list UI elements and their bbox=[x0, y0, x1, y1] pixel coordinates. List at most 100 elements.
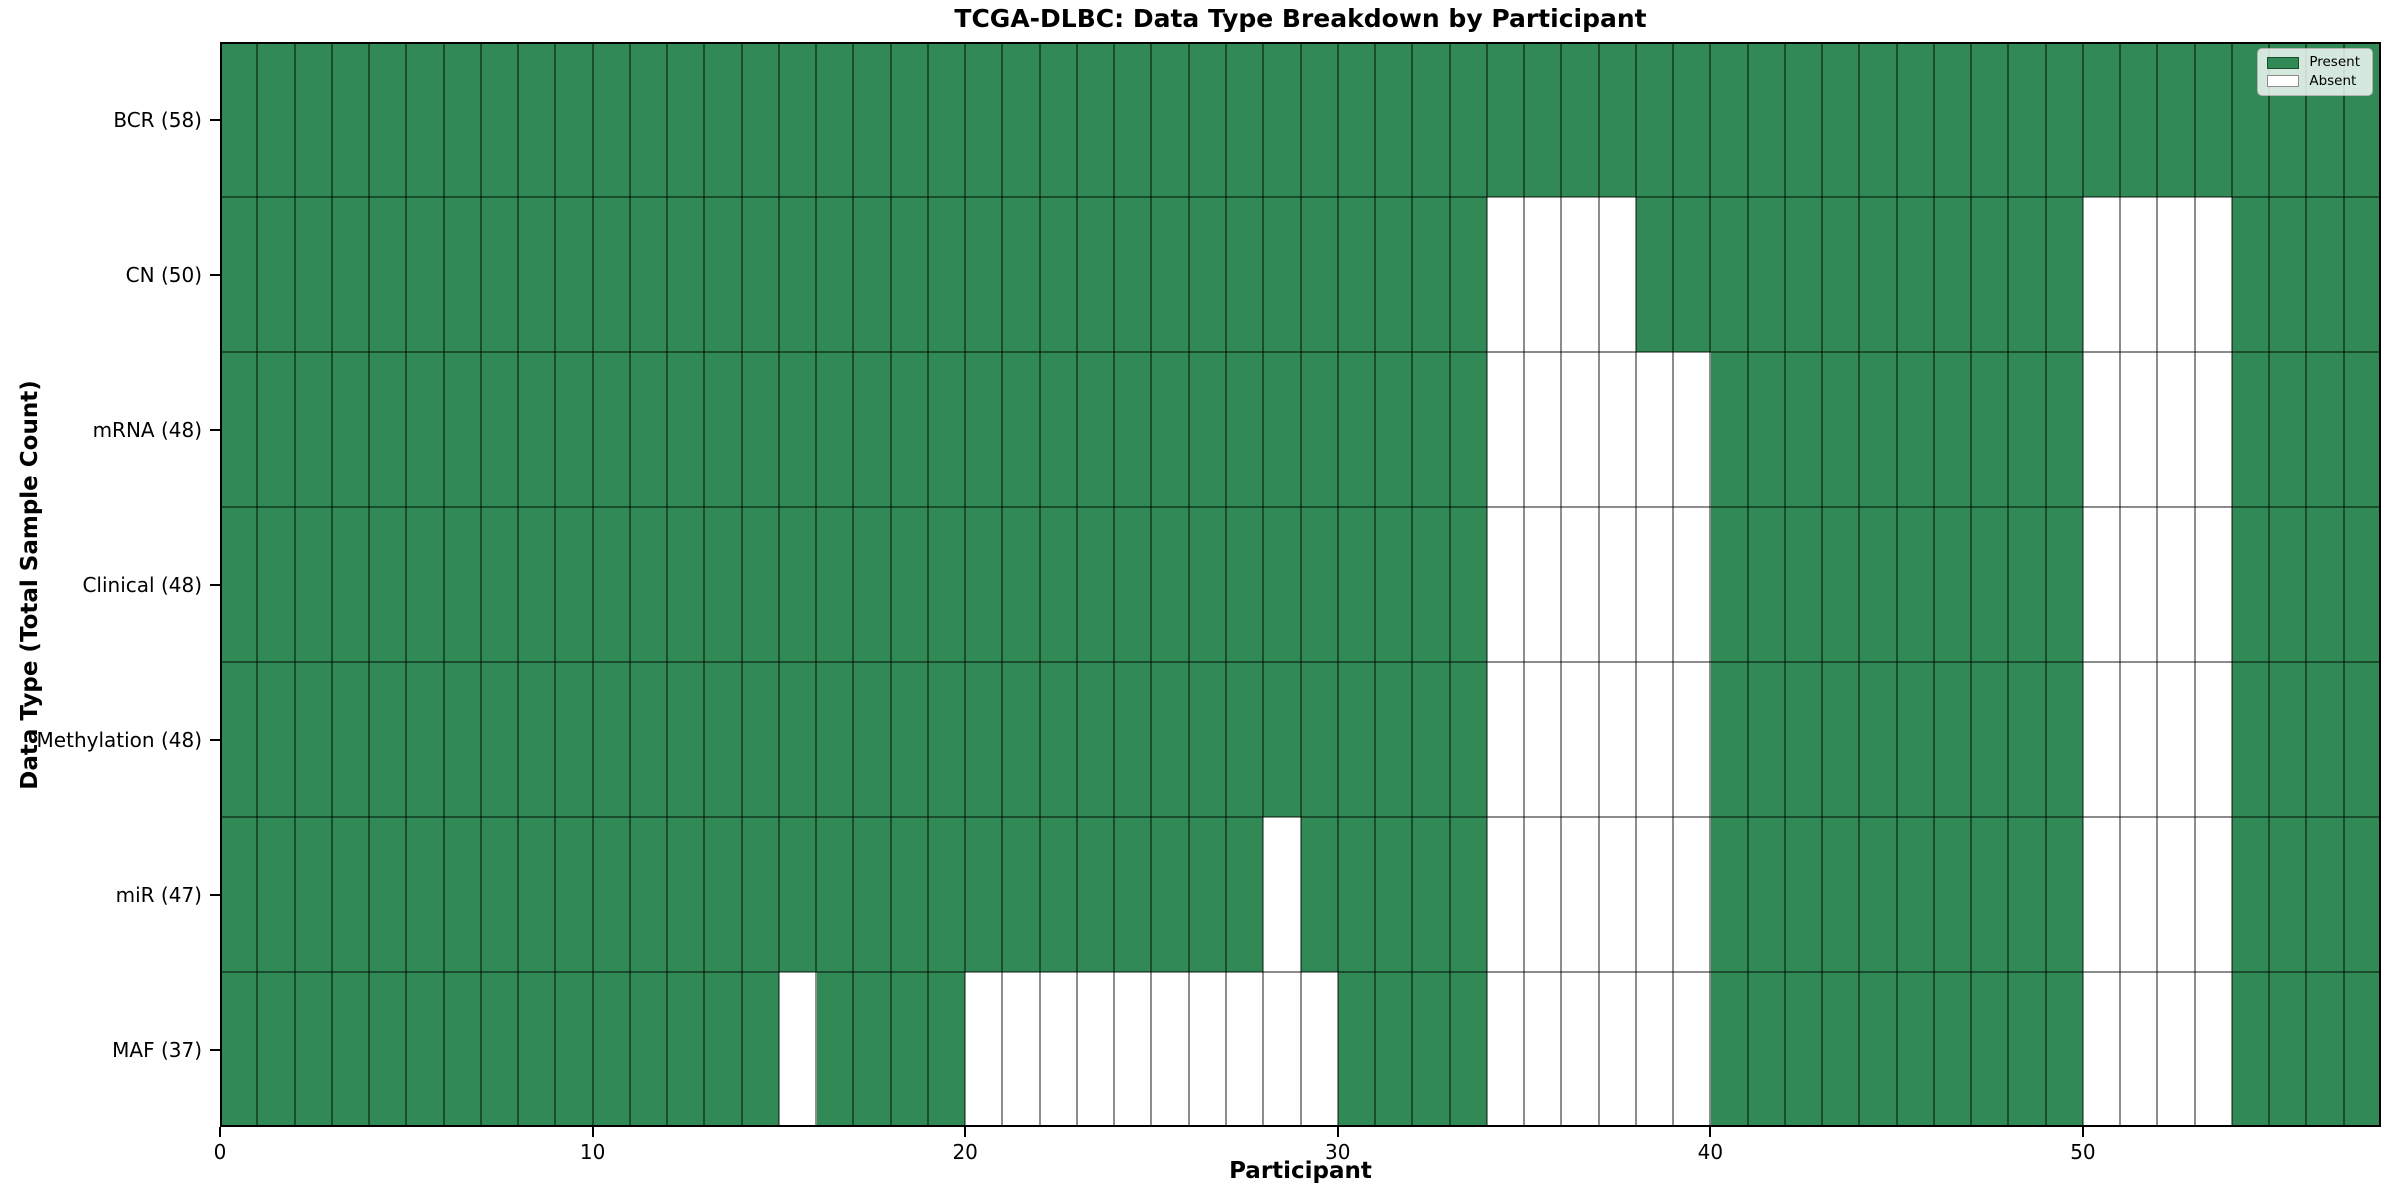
cell-absent-mRNA-p39 bbox=[1673, 352, 1711, 508]
cell-absent-CN-p51 bbox=[2120, 197, 2158, 353]
cell-absent-mRNA-p35 bbox=[1524, 352, 1562, 508]
grid-vline bbox=[1932, 42, 1935, 1127]
y-tick-mark bbox=[210, 428, 220, 431]
legend-swatch-present bbox=[2267, 56, 2300, 69]
y-tick-label-MAF: MAF (37) bbox=[112, 1037, 202, 1062]
grid-vline bbox=[1224, 42, 1227, 1127]
grid-vline bbox=[1858, 42, 1861, 1127]
grid-vline bbox=[2119, 42, 2122, 1127]
grid-hline bbox=[220, 661, 2381, 663]
y-tick-mark bbox=[210, 118, 220, 121]
cell-absent-Methylation-p52 bbox=[2157, 662, 2196, 818]
grid-hline bbox=[220, 816, 2381, 818]
cell-absent-mRNA-p52 bbox=[2157, 352, 2196, 508]
grid-vline bbox=[1672, 42, 1675, 1127]
cell-absent-miR-p36 bbox=[1561, 817, 1600, 973]
y-tick-label-CN: CN (50) bbox=[125, 262, 202, 287]
cell-absent-miR-p51 bbox=[2120, 817, 2158, 973]
cell-absent-CN-p36 bbox=[1561, 197, 1600, 353]
cell-absent-MAF-p25 bbox=[1151, 972, 1190, 1128]
cell-absent-miR-p37 bbox=[1598, 817, 1637, 973]
cell-absent-mRNA-p50 bbox=[2082, 352, 2121, 508]
grid-vline bbox=[740, 42, 743, 1127]
grid-vline bbox=[1746, 42, 1749, 1127]
cell-absent-MAF-p36 bbox=[1561, 972, 1600, 1128]
grid-hline bbox=[220, 506, 2381, 508]
x-tick-label: 40 bbox=[1697, 1140, 1724, 1164]
cell-absent-miR-p34 bbox=[1486, 817, 1525, 973]
grid-vline bbox=[1895, 42, 1898, 1127]
cell-absent-MAF-p22 bbox=[1039, 972, 1078, 1128]
cell-absent-Methylation-p39 bbox=[1673, 662, 1711, 818]
cell-absent-Clinical-p52 bbox=[2157, 507, 2196, 663]
grid-vline bbox=[1783, 42, 1786, 1127]
cell-absent-Clinical-p39 bbox=[1673, 507, 1711, 663]
grid-vline bbox=[517, 42, 520, 1127]
cell-absent-Clinical-p34 bbox=[1486, 507, 1525, 663]
grid-vline bbox=[889, 42, 892, 1127]
y-tick-label-BCR: BCR (58) bbox=[113, 107, 202, 132]
cell-absent-MAF-p52 bbox=[2157, 972, 2196, 1128]
cell-absent-Clinical-p35 bbox=[1524, 507, 1562, 663]
legend-item-absent: Absent bbox=[2267, 72, 2360, 89]
cell-absent-MAF-p38 bbox=[1635, 972, 1674, 1128]
cell-absent-mRNA-p36 bbox=[1561, 352, 1600, 508]
grid-vline bbox=[1597, 42, 1600, 1127]
cell-absent-MAF-p53 bbox=[2194, 972, 2233, 1128]
grid-vline bbox=[777, 42, 780, 1127]
y-tick-label-Methylation: Methylation (48) bbox=[36, 727, 202, 752]
cell-absent-MAF-p39 bbox=[1673, 972, 1711, 1128]
cell-absent-mRNA-p34 bbox=[1486, 352, 1525, 508]
cell-absent-MAF-p21 bbox=[1002, 972, 1041, 1128]
grid-vline bbox=[1709, 42, 1712, 1127]
cell-absent-CN-p35 bbox=[1524, 197, 1562, 353]
cell-absent-CN-p34 bbox=[1486, 197, 1525, 353]
grid-vline bbox=[1187, 42, 1190, 1127]
cell-absent-Methylation-p34 bbox=[1486, 662, 1525, 818]
legend-label: Absent bbox=[2309, 72, 2357, 89]
cell-absent-Methylation-p50 bbox=[2082, 662, 2121, 818]
cell-absent-MAF-p20 bbox=[965, 972, 1003, 1128]
cell-absent-Clinical-p51 bbox=[2120, 507, 2158, 663]
x-tick-mark bbox=[219, 1127, 221, 1137]
y-tick-label-miR: miR (47) bbox=[115, 882, 202, 907]
cell-absent-miR-p39 bbox=[1673, 817, 1711, 973]
grid-vline bbox=[1374, 42, 1377, 1127]
grid-vline bbox=[368, 42, 371, 1127]
grid-vline bbox=[479, 42, 482, 1127]
chart-title: TCGA-DLBC: Data Type Breakdown by Partic… bbox=[954, 4, 1647, 33]
grid-hline bbox=[220, 351, 2381, 353]
cell-absent-MAF-p35 bbox=[1524, 972, 1562, 1128]
grid-vline bbox=[1485, 42, 1488, 1127]
grid-vline bbox=[554, 42, 557, 1127]
cell-absent-mRNA-p38 bbox=[1635, 352, 1674, 508]
grid-vline bbox=[1448, 42, 1451, 1127]
grid-vline bbox=[2342, 42, 2345, 1127]
cell-absent-MAF-p23 bbox=[1076, 972, 1115, 1128]
cell-absent-CN-p37 bbox=[1598, 197, 1637, 353]
grid-vline bbox=[2007, 42, 2010, 1127]
cell-absent-MAF-p15 bbox=[778, 972, 817, 1128]
cell-absent-MAF-p24 bbox=[1114, 972, 1152, 1128]
cell-absent-MAF-p28 bbox=[1263, 972, 1301, 1128]
grid-vline bbox=[330, 42, 333, 1127]
cell-absent-mRNA-p53 bbox=[2194, 352, 2233, 508]
legend-item-present: Present bbox=[2267, 54, 2360, 70]
grid-vline bbox=[703, 42, 706, 1127]
x-tick-mark bbox=[1709, 1127, 1712, 1137]
grid-vline bbox=[1523, 42, 1526, 1127]
cell-absent-mRNA-p51 bbox=[2120, 352, 2158, 508]
cell-absent-miR-p35 bbox=[1524, 817, 1562, 973]
grid-vline bbox=[1001, 42, 1004, 1127]
cell-absent-MAF-p51 bbox=[2120, 972, 2158, 1128]
legend: Present Absent bbox=[2257, 48, 2373, 96]
cell-absent-CN-p52 bbox=[2157, 197, 2196, 353]
grid-vline bbox=[2230, 42, 2233, 1127]
cell-absent-Methylation-p37 bbox=[1598, 662, 1637, 818]
cell-absent-Methylation-p38 bbox=[1635, 662, 1674, 818]
legend-label: Present bbox=[2309, 54, 2360, 70]
cell-absent-miR-p28 bbox=[1263, 817, 1301, 973]
cell-absent-Clinical-p36 bbox=[1561, 507, 1600, 663]
cell-absent-MAF-p27 bbox=[1225, 972, 1264, 1128]
